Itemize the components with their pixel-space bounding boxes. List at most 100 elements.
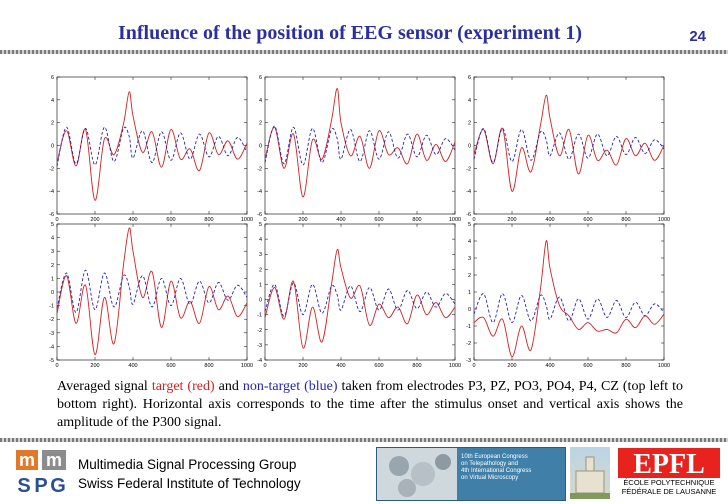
y-tick-label: 5 bbox=[51, 222, 54, 228]
x-tick-label: 800 bbox=[412, 217, 421, 223]
epfl-text: ÉCOLE POLYTECHNIQUE FÉDÉRALE DE LAUSANNE bbox=[618, 478, 720, 496]
x-tick-label: 1000 bbox=[449, 217, 461, 223]
y-tick-label: 4 bbox=[468, 239, 471, 245]
chart-panel-p3: 0 200 400 600 800 1000 -6 -4 -2 0 2 4 6 bbox=[49, 75, 253, 223]
logo-letter-s: S bbox=[17, 475, 30, 496]
x-tick-label: 600 bbox=[166, 217, 175, 223]
x-tick-label: 400 bbox=[336, 217, 345, 223]
x-tick-label: 1000 bbox=[449, 363, 461, 369]
y-tick-label: 3 bbox=[51, 249, 54, 255]
x-tick-label: 0 bbox=[472, 217, 475, 223]
x-tick-label: 400 bbox=[128, 363, 137, 369]
y-tick-label: 0 bbox=[51, 144, 54, 150]
x-tick-label: 1000 bbox=[658, 217, 670, 223]
x-tick-label: 600 bbox=[583, 217, 592, 223]
y-tick-label: 6 bbox=[468, 75, 471, 81]
epfl-logo: EPFL ÉCOLE POLYTECHNIQUE FÉDÉRALE DE LAU… bbox=[618, 448, 720, 498]
plot-frame bbox=[473, 223, 665, 361]
x-tick-label: 400 bbox=[545, 217, 554, 223]
y-tick-label: -6 bbox=[49, 212, 54, 218]
logo-letter-m2: m bbox=[46, 450, 62, 470]
y-tick-label: 1 bbox=[468, 290, 471, 296]
y-tick-label: 2 bbox=[468, 273, 471, 279]
x-tick-label: 0 bbox=[472, 363, 475, 369]
x-tick-label: 200 bbox=[507, 217, 516, 223]
x-tick-label: 0 bbox=[55, 363, 58, 369]
building-image-icon bbox=[570, 456, 610, 499]
x-tick-label: 400 bbox=[545, 363, 554, 369]
y-tick-label: 1 bbox=[259, 282, 262, 288]
x-tick-label: 200 bbox=[298, 363, 307, 369]
y-tick-label: 2 bbox=[51, 121, 54, 127]
y-tick-label: -1 bbox=[466, 324, 471, 330]
epfl-logo-text: EPFL bbox=[633, 449, 705, 478]
y-tick-label: -6 bbox=[466, 212, 471, 218]
y-tick-label: 0 bbox=[468, 144, 471, 150]
y-tick-label: -2 bbox=[49, 317, 54, 323]
target-line-cz bbox=[473, 240, 665, 358]
group-line-2: Swiss Federal Institute of Technology bbox=[78, 476, 301, 491]
x-tick-label: 800 bbox=[204, 217, 213, 223]
y-tick-label: 4 bbox=[259, 237, 262, 243]
y-tick-label: 4 bbox=[259, 98, 262, 104]
y-tick-label: -1 bbox=[257, 313, 262, 319]
y-tick-label: -2 bbox=[257, 328, 262, 334]
y-tick-label: 1 bbox=[51, 276, 54, 282]
y-tick-label: -4 bbox=[49, 344, 54, 350]
building-photo bbox=[570, 447, 610, 499]
chart-panel-pz: 0 200 400 600 800 1000 -6 -4 -2 0 2 4 6 bbox=[257, 75, 461, 223]
y-tick-label: 2 bbox=[468, 121, 471, 127]
plot-frame bbox=[56, 76, 248, 215]
y-tick-label: -3 bbox=[466, 358, 471, 364]
x-tick-label: 200 bbox=[90, 217, 99, 223]
x-tick-label: 1000 bbox=[241, 217, 253, 223]
y-tick-label: 3 bbox=[259, 252, 262, 258]
chart-panel-cz: 0 200 400 600 800 1000 -3 -2 -1 0 1 2 3 4 5 bbox=[466, 222, 670, 369]
nontarget-line-pz bbox=[264, 125, 456, 166]
y-tick-label: -6 bbox=[257, 212, 262, 218]
x-tick-label: 400 bbox=[128, 217, 137, 223]
group-name: Multimedia Signal Processing Group Swiss… bbox=[78, 455, 301, 493]
x-tick-label: 0 bbox=[55, 217, 58, 223]
x-tick-label: 1000 bbox=[658, 363, 670, 369]
y-tick-label: 0 bbox=[51, 290, 54, 296]
x-tick-label: 200 bbox=[90, 363, 99, 369]
x-tick-label: 600 bbox=[166, 363, 175, 369]
caption-text-2: and bbox=[214, 379, 243, 394]
page-number: 24 bbox=[689, 28, 706, 45]
x-tick-label: 0 bbox=[263, 363, 266, 369]
microscope-image-icon bbox=[377, 448, 457, 500]
x-tick-label: 600 bbox=[583, 363, 592, 369]
y-tick-label: -3 bbox=[49, 331, 54, 337]
mmspg-logo: m m S P G bbox=[14, 448, 68, 496]
logo-letter-p: P bbox=[34, 475, 47, 496]
y-tick-label: 0 bbox=[259, 144, 262, 150]
y-tick-label: -4 bbox=[257, 358, 262, 364]
y-tick-label: 5 bbox=[259, 222, 262, 228]
logo-letter-g: G bbox=[50, 475, 66, 496]
y-tick-label: 2 bbox=[259, 267, 262, 273]
y-tick-label: -3 bbox=[257, 343, 262, 349]
bottom-divider bbox=[0, 438, 728, 442]
caption-target-label: target (red) bbox=[151, 379, 215, 394]
plot-frame bbox=[264, 76, 456, 215]
nontarget-line-po4 bbox=[56, 269, 248, 313]
nontarget-line-cz bbox=[473, 293, 665, 324]
caption-text-1: Averaged signal bbox=[57, 379, 152, 394]
chart-panel-po3: 0 200 400 600 800 1000 -6 -4 -2 0 2 4 6 bbox=[466, 75, 670, 223]
epfl-wordmark: EPFL bbox=[618, 448, 720, 480]
y-tick-label: -2 bbox=[49, 166, 54, 172]
logo-letter-m1: m bbox=[19, 450, 35, 470]
x-tick-label: 200 bbox=[507, 363, 516, 369]
x-tick-label: 800 bbox=[621, 363, 630, 369]
nontarget-line-p4 bbox=[264, 282, 456, 317]
conference-line-1: 10th European Congress bbox=[461, 454, 528, 460]
conference-line-4: on Virtual Microscopy bbox=[461, 475, 519, 481]
caption-nontarget-label: non-target (blue) bbox=[242, 379, 338, 394]
chart-panel-p4: 0 200 400 600 800 1000 -4 -3 -2 -1 0 1 2 3 4 5 bbox=[257, 222, 461, 369]
conference-banner: 10th European Congress on Telepathology … bbox=[376, 447, 566, 501]
y-tick-label: 4 bbox=[51, 236, 54, 242]
y-tick-label: -1 bbox=[49, 304, 54, 310]
y-tick-label: 6 bbox=[259, 75, 262, 81]
